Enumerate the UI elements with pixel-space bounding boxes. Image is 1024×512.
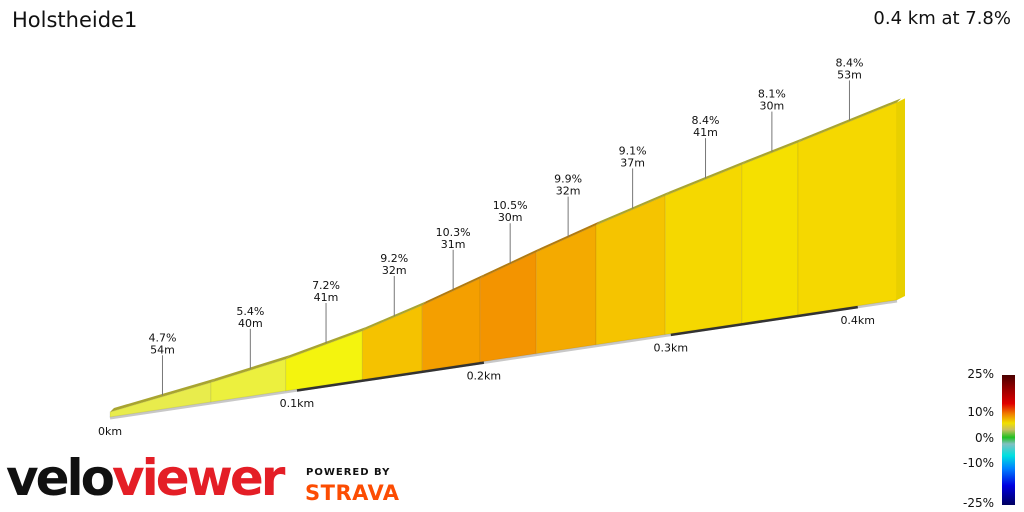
climb-summary: 0.4 km at 7.8%: [873, 8, 1011, 29]
segment-top-bevel: [665, 160, 746, 196]
segment-gradient-label: 4.7%: [148, 331, 176, 344]
segment-length-label: 31m: [441, 238, 466, 251]
distance-tick-label: 0.2km: [467, 369, 502, 382]
segment-length-label: 30m: [760, 100, 785, 113]
segment-length-label: 32m: [556, 185, 581, 198]
legend-label: -25%: [962, 496, 994, 510]
profile-segment: [535, 224, 597, 355]
powered-by-text: POWERED BY: [306, 467, 391, 478]
segment-length-label: 37m: [620, 156, 645, 169]
segment-length-label: 54m: [150, 343, 175, 356]
veloviewer-logo: veloviewer: [6, 449, 285, 507]
segment-length-label: 53m: [837, 68, 862, 81]
segment-length-label: 30m: [498, 211, 523, 224]
profile-end-face: [897, 98, 905, 300]
segment-gradient-label: 7.2%: [312, 279, 340, 292]
distance-band: [670, 305, 858, 337]
segment-gradient-label: 10.5%: [493, 199, 528, 212]
legend-label: 10%: [967, 405, 994, 419]
segment-gradient-label: 9.1%: [619, 144, 647, 157]
segment-length-label: 32m: [382, 264, 407, 277]
segment-gradient-label: 10.3%: [436, 226, 471, 239]
distance-band: [296, 360, 485, 392]
gradient-color-scale: [1002, 375, 1015, 505]
segment-gradient-label: 9.2%: [380, 252, 408, 265]
distance-tick-label: 0.1km: [280, 397, 315, 410]
legend-label: 0%: [974, 431, 994, 445]
segment-gradient-label: 5.4%: [236, 305, 264, 318]
profile-segment: [421, 277, 481, 372]
distance-tick-label: 0.4km: [840, 314, 875, 327]
distance-tick-label: 0.3km: [654, 342, 689, 355]
profile-segment: [741, 141, 799, 324]
profile-segment: [595, 194, 666, 346]
strava-logo: STRAVA: [305, 481, 400, 505]
segment-length-label: 41m: [314, 291, 339, 304]
profile-segment: [210, 358, 287, 403]
segment-length-label: 41m: [693, 126, 718, 139]
segment-gradient-label: 8.1%: [758, 88, 786, 101]
segment-length-label: 40m: [238, 317, 263, 330]
segment-gradient-label: 8.4%: [692, 114, 720, 127]
legend-label: 25%: [967, 367, 994, 381]
segment-gradient-label: 8.4%: [835, 56, 863, 69]
legend-label: -10%: [962, 456, 994, 470]
profile-segment: [479, 251, 537, 363]
distance-tick-label: 0km: [98, 425, 122, 438]
climb-title: Holstheide1: [12, 8, 138, 32]
segment-gradient-label: 9.9%: [554, 173, 582, 186]
